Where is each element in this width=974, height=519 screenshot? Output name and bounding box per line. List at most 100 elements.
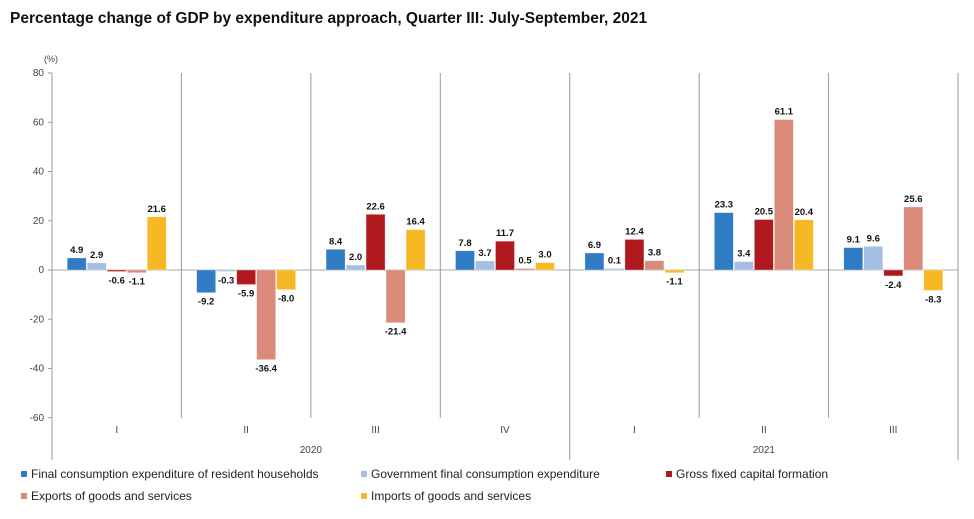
bar [604, 268, 625, 271]
bar [794, 219, 814, 271]
x-tick-label: I [633, 425, 636, 436]
data-label: -5.9 [238, 289, 254, 300]
data-label: 2.0 [349, 252, 362, 263]
data-label: 7.8 [458, 238, 471, 249]
legend-item: Imports of goods and services [361, 489, 531, 503]
data-label: 3.4 [737, 249, 751, 260]
data-label: 16.4 [406, 217, 425, 228]
data-label: -8.3 [925, 294, 941, 305]
bar [883, 269, 904, 277]
bar [455, 250, 475, 271]
bar [584, 252, 605, 271]
x-tick-label: III [371, 425, 379, 436]
legend-swatch [361, 471, 367, 477]
bar [325, 249, 346, 271]
data-label: -9.2 [198, 297, 214, 308]
data-label: 21.6 [147, 204, 166, 215]
data-label: 0.1 [608, 256, 622, 267]
bar [754, 219, 774, 271]
data-label: 0.5 [518, 256, 532, 267]
y-tick-label: -40 [30, 364, 45, 375]
y-tick-label: 60 [33, 117, 45, 128]
bar [236, 269, 256, 285]
bar [106, 269, 127, 272]
x-tick-label: IV [500, 425, 510, 436]
y-tick-label: -20 [30, 314, 45, 325]
data-label: 3.8 [648, 248, 661, 259]
legend-item: Final consumption expenditure of residen… [21, 467, 319, 481]
legend-swatch [361, 493, 367, 499]
legend-label: Exports of goods and services [31, 489, 192, 503]
bar [495, 240, 515, 271]
x-tick-label: III [889, 425, 897, 436]
data-label: 3.0 [538, 250, 551, 261]
data-label: 9.6 [867, 233, 880, 244]
data-label: 22.6 [366, 201, 385, 212]
bar [535, 262, 555, 271]
data-label: 8.4 [329, 236, 343, 247]
bar [863, 246, 884, 271]
data-label: 23.3 [715, 200, 734, 211]
year-group-label: 2020 [300, 445, 323, 456]
legend-item: Gross fixed capital formation [666, 467, 828, 481]
bar [923, 269, 944, 291]
data-label: 61.1 [775, 107, 794, 118]
bar [345, 264, 366, 271]
data-label: 9.1 [847, 235, 861, 246]
y-tick-label: 80 [33, 68, 45, 79]
data-label: 20.4 [795, 207, 814, 218]
y-tick-label: -60 [30, 413, 45, 424]
bar [385, 269, 406, 323]
y-tick-label: 40 [33, 167, 45, 178]
legend-label: Final consumption expenditure of residen… [31, 467, 319, 481]
y-tick-label: 20 [33, 216, 45, 227]
bar [475, 260, 495, 271]
legend-item: Government final consumption expenditure [361, 467, 600, 481]
bar [66, 257, 87, 271]
x-tick-label: II [761, 425, 767, 436]
bar [903, 206, 924, 271]
bar [216, 269, 236, 272]
data-label: 25.6 [904, 194, 923, 205]
data-label: -1.1 [666, 277, 683, 288]
bar [843, 247, 864, 271]
legend-item: Exports of goods and services [21, 489, 192, 503]
data-label: 2.9 [90, 250, 103, 261]
data-label: -21.4 [385, 327, 407, 338]
bar [196, 269, 216, 293]
bar [146, 216, 167, 271]
bar [515, 268, 535, 271]
bar [664, 269, 685, 273]
year-group-label: 2021 [753, 445, 776, 456]
legend-swatch [21, 493, 27, 499]
legend-label: Gross fixed capital formation [676, 467, 829, 481]
chart-title: Percentage change of GDP by expenditure … [10, 10, 648, 27]
data-label: -36.4 [255, 364, 277, 375]
bar [774, 119, 794, 271]
bar [86, 262, 107, 271]
data-label: 4.9 [70, 245, 83, 256]
legend-swatch [21, 471, 27, 477]
data-labels: 4.9 -9.2 8.4 7.8 6.9 23.3 9.1 2.9 -0.3 2.0 3.7 0.1 3… [70, 107, 941, 375]
y-tick-label: 0 [38, 265, 44, 276]
data-label: 20.5 [755, 207, 774, 218]
data-label: -8.0 [278, 294, 294, 305]
data-label: 6.9 [588, 240, 601, 251]
data-label: 11.7 [496, 228, 514, 239]
bar [256, 269, 276, 360]
bar [405, 229, 426, 271]
bar [276, 269, 296, 290]
bar [624, 239, 645, 271]
x-tick-label: II [243, 425, 249, 436]
bar [714, 212, 734, 271]
bar [644, 260, 665, 271]
bar [126, 269, 147, 273]
data-label: -2.4 [885, 280, 902, 291]
bar [365, 214, 386, 271]
legend-label: Imports of goods and services [371, 489, 532, 503]
data-label: -0.3 [218, 276, 234, 287]
bars [66, 119, 944, 360]
legend-swatch [666, 471, 672, 477]
